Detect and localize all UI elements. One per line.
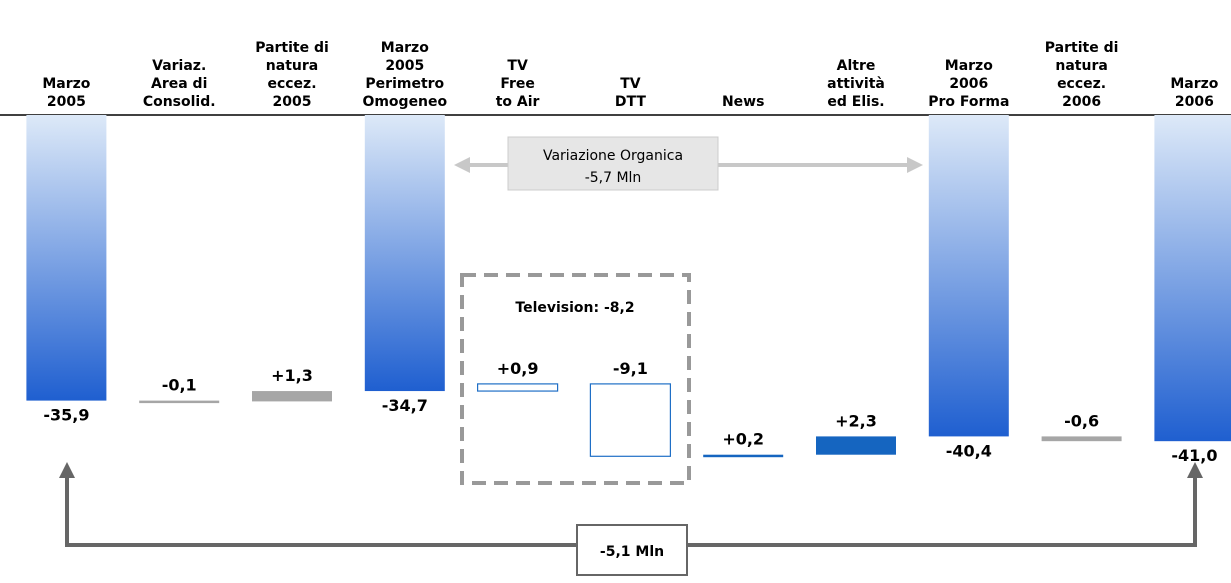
x-tick-label-line: Marzo <box>1170 76 1218 92</box>
x-tick-label-line: 2006 <box>1175 94 1214 110</box>
x-tick-label-line: Altre <box>837 58 876 74</box>
x-tick-label-line: ed Elis. <box>827 94 884 110</box>
x-tick-label-line: Perimetro <box>365 76 444 92</box>
value-label: -0,6 <box>1064 411 1099 430</box>
organic-value: -5,7 Mln <box>585 170 642 186</box>
x-tick-label: Marzo 2006 Pro Forma <box>928 58 1009 110</box>
x-tick-label-line: 2005 <box>273 94 312 110</box>
total-label: -5,1 Mln <box>600 544 664 560</box>
x-tick-label-line: Area di <box>151 76 207 92</box>
x-tick-label-line: Consolid. <box>143 94 216 110</box>
x-tick-label: TV Free to Air <box>496 58 540 110</box>
x-tick-label-line: 2005 <box>385 58 424 74</box>
value-label: +1,3 <box>271 366 313 385</box>
x-tick-label-line: Marzo <box>381 40 429 56</box>
total-box <box>576 524 688 576</box>
x-tick-label-line: Marzo <box>945 58 993 74</box>
value-label: -40,4 <box>946 441 992 460</box>
x-tick-label-line: DTT <box>615 94 646 110</box>
organic-box <box>507 136 719 191</box>
x-tick-label-line: natura <box>1055 58 1107 74</box>
x-tick-label-line: Partite di <box>255 40 329 56</box>
x-tick-label-line: Partite di <box>1045 40 1119 56</box>
x-tick-label-line: eccez. <box>267 76 316 92</box>
x-tick-label: Variaz. Area di Consolid. <box>143 58 216 110</box>
x-tick-label-line: 2005 <box>47 94 86 110</box>
total-bar <box>1154 115 1231 442</box>
x-tick-label-line: Variaz. <box>152 58 206 74</box>
x-tick-label-line: TV <box>620 76 641 92</box>
x-tick-label-line: Pro Forma <box>928 94 1009 110</box>
x-tick-label: Altre attività ed Elis. <box>827 58 885 110</box>
x-tick-label: Marzo 2005 <box>42 76 90 110</box>
x-tick-label-line: Marzo <box>42 76 90 92</box>
value-label: +0,2 <box>722 430 764 449</box>
delta-bar <box>477 383 559 392</box>
x-tick-label: Partite di natura eccez. 2005 <box>255 40 329 110</box>
x-tick-label-line: to Air <box>496 94 540 110</box>
x-tick-label-line: Omogeneo <box>362 94 447 110</box>
total-bar <box>26 115 107 401</box>
x-tick-label-line: News <box>722 94 764 110</box>
x-tick-label: Marzo 2006 <box>1170 76 1218 110</box>
delta-bar <box>1041 436 1122 442</box>
television-label: Television: -8,2 <box>515 300 634 316</box>
value-label: +0,9 <box>497 359 539 378</box>
x-tick-label: News <box>722 94 764 110</box>
delta-bar <box>139 400 220 404</box>
x-tick-label-line: eccez. <box>1057 76 1106 92</box>
organic-title: Variazione Organica <box>543 148 683 164</box>
value-label: -0,1 <box>162 376 197 395</box>
x-tick-label: TV DTT <box>615 76 646 110</box>
value-label: -41,0 <box>1171 446 1217 465</box>
value-label: -9,1 <box>613 359 648 378</box>
total-bar <box>928 115 1009 437</box>
total-bar <box>364 115 445 392</box>
delta-bar <box>816 436 896 455</box>
x-tick-label-line: attività <box>827 76 885 92</box>
value-label: -35,9 <box>43 406 89 425</box>
delta-bar <box>589 383 672 457</box>
value-label: +2,3 <box>835 411 877 430</box>
x-tick-label: Partite di natura eccez. 2006 <box>1045 40 1119 110</box>
x-tick-label-line: 2006 <box>949 76 988 92</box>
x-tick-label: Marzo 2005 Perimetro Omogeneo <box>362 40 447 110</box>
television-box <box>460 273 691 485</box>
x-tick-label-line: Free <box>500 76 535 92</box>
delta-bar <box>703 454 784 458</box>
delta-bar <box>252 391 332 402</box>
x-tick-label-line: natura <box>266 58 318 74</box>
value-label: -34,7 <box>382 396 428 415</box>
x-tick-label-line: 2006 <box>1062 94 1101 110</box>
x-tick-label-line: TV <box>507 58 528 74</box>
